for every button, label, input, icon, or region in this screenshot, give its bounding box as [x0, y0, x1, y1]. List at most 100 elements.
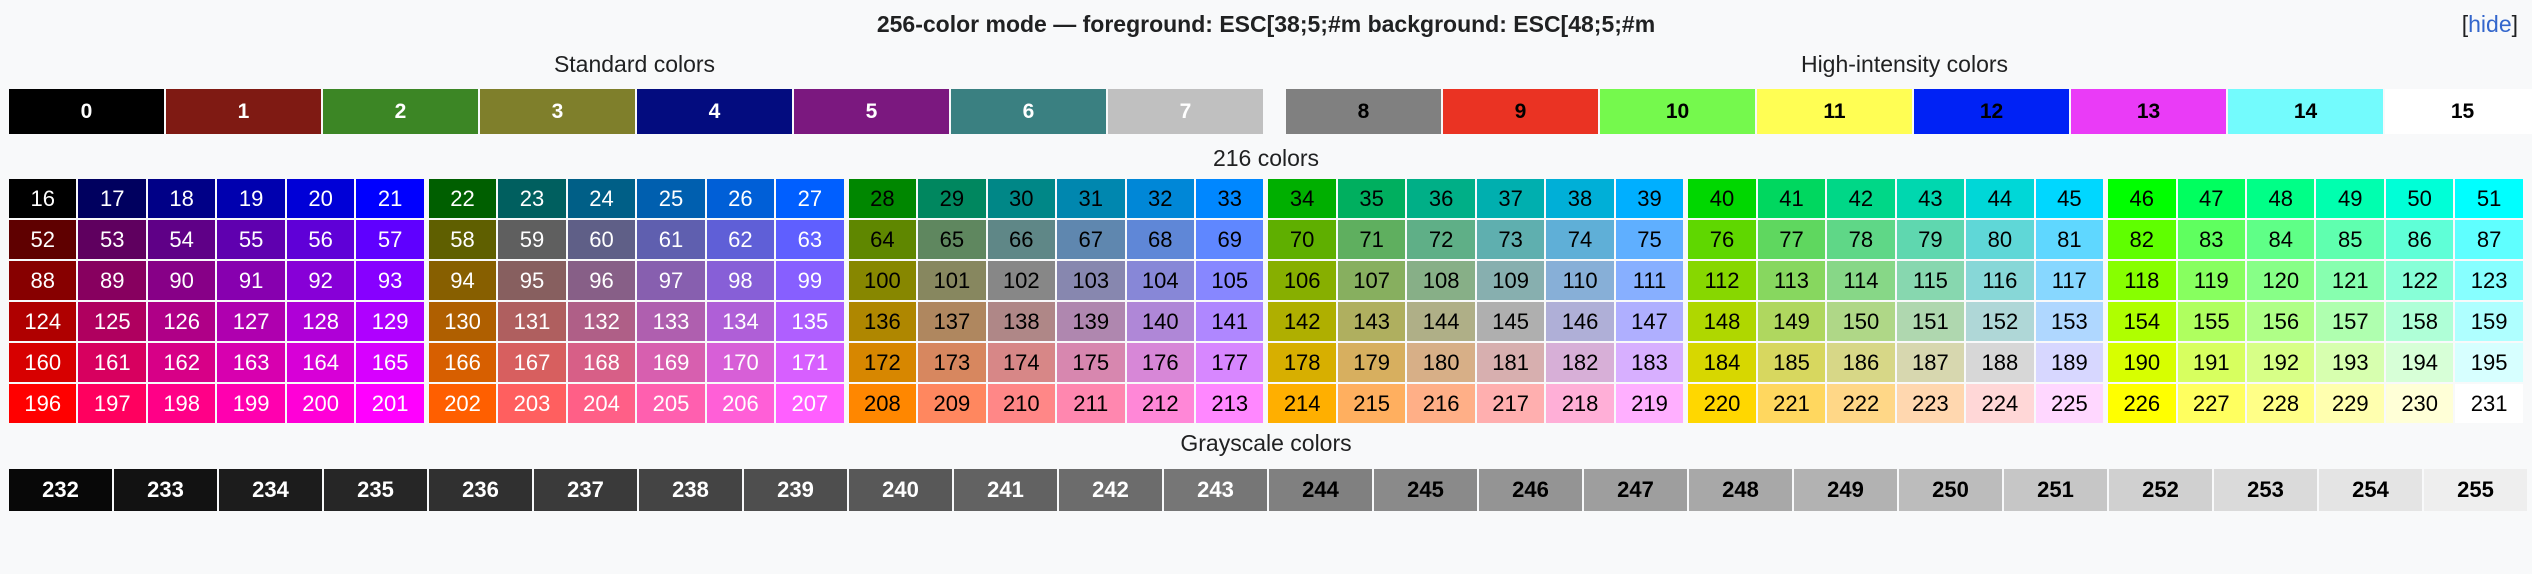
color-swatch-226: 226 — [2108, 384, 2176, 423]
color-swatch-141: 141 — [1195, 302, 1264, 341]
color-swatch-174: 174 — [987, 343, 1056, 382]
hide-link[interactable]: hide — [2468, 11, 2512, 37]
color-swatch-254: 254 — [2319, 469, 2422, 511]
color-swatch-198: 198 — [147, 384, 216, 423]
color-swatch-218: 218 — [1546, 384, 1614, 423]
color-swatch-10: 10 — [1600, 89, 1755, 134]
color-swatch-150: 150 — [1827, 302, 1895, 341]
color-swatch-110: 110 — [1546, 261, 1614, 300]
cube-row: 16 17 18 19 20 21 22 23 24 25 26 27 28 29 30 31 32 33 34 35… — [9, 179, 2523, 218]
color-swatch-246: 246 — [1479, 469, 1582, 511]
color-swatch-223: 223 — [1896, 384, 1965, 423]
color-swatch-209: 209 — [918, 384, 986, 423]
color-swatch-46: 46 — [2108, 179, 2176, 218]
color-swatch-217: 217 — [1476, 384, 1545, 423]
color-swatch-129: 129 — [356, 302, 424, 341]
color-swatch-208: 208 — [848, 384, 917, 423]
color-swatch-225: 225 — [2035, 384, 2104, 423]
color-swatch-124: 124 — [9, 302, 77, 341]
color-swatch-148: 148 — [1688, 302, 1756, 341]
color-swatch-200: 200 — [286, 384, 355, 423]
color-swatch-64: 64 — [848, 220, 917, 259]
color-swatch-56: 56 — [286, 220, 355, 259]
color-swatch-44: 44 — [1966, 179, 2034, 218]
color-swatch-87: 87 — [2455, 220, 2523, 259]
color-swatch-42: 42 — [1827, 179, 1895, 218]
color-swatch-211: 211 — [1057, 384, 1125, 423]
color-swatch-47: 47 — [2177, 179, 2245, 218]
color-swatch-77: 77 — [1757, 220, 1826, 259]
color-swatch-238: 238 — [639, 469, 742, 511]
color-swatch-90: 90 — [147, 261, 216, 300]
color-swatch-231: 231 — [2455, 384, 2523, 423]
color-swatch-26: 26 — [706, 179, 775, 218]
color-swatch-135: 135 — [776, 302, 844, 341]
hide-toggle[interactable]: [hide] — [2462, 10, 2518, 38]
color-swatch-224: 224 — [1966, 384, 2034, 423]
color-swatch-49: 49 — [2316, 179, 2384, 218]
color-swatch-255: 255 — [2424, 469, 2527, 511]
cube-colors-caption: 216 colors — [1212, 145, 1320, 171]
color-swatch-222: 222 — [1827, 384, 1895, 423]
color-swatch-164: 164 — [286, 343, 355, 382]
color-swatch-249: 249 — [1794, 469, 1897, 511]
color-swatch-191: 191 — [2177, 343, 2245, 382]
color-swatch-36: 36 — [1407, 179, 1475, 218]
color-swatch-60: 60 — [567, 220, 636, 259]
color-swatch-1: 1 — [166, 89, 321, 134]
color-swatch-251: 251 — [2004, 469, 2107, 511]
color-swatch-132: 132 — [567, 302, 636, 341]
color-swatch-106: 106 — [1268, 261, 1336, 300]
color-swatch-17: 17 — [78, 179, 146, 218]
color-swatch-116: 116 — [1966, 261, 2034, 300]
color-swatch-22: 22 — [428, 179, 497, 218]
color-swatch-100: 100 — [848, 261, 917, 300]
color-swatch-28: 28 — [848, 179, 917, 218]
color-swatch-149: 149 — [1757, 302, 1826, 341]
color-swatch-38: 38 — [1546, 179, 1614, 218]
color-swatch-62: 62 — [706, 220, 775, 259]
color-swatch-82: 82 — [2108, 220, 2176, 259]
color-swatch-253: 253 — [2214, 469, 2317, 511]
color-swatch-185: 185 — [1757, 343, 1826, 382]
color-swatch-142: 142 — [1268, 302, 1336, 341]
color-swatch-37: 37 — [1476, 179, 1545, 218]
color-swatch-76: 76 — [1688, 220, 1756, 259]
color-swatch-176: 176 — [1126, 343, 1194, 382]
color-swatch-155: 155 — [2177, 302, 2245, 341]
color-swatch-228: 228 — [2247, 384, 2315, 423]
cube-row: 52 53 54 55 56 57 58 59 60 61 62 63 64 65 66 67 68 69 70 71… — [9, 220, 2523, 259]
color-swatch-177: 177 — [1195, 343, 1264, 382]
color-swatch-143: 143 — [1337, 302, 1406, 341]
color-swatch-197: 197 — [78, 384, 146, 423]
color-swatch-54: 54 — [147, 220, 216, 259]
color-swatch-170: 170 — [706, 343, 775, 382]
color-swatch-34: 34 — [1268, 179, 1336, 218]
color-swatch-214: 214 — [1268, 384, 1336, 423]
color-swatch-205: 205 — [637, 384, 705, 423]
color-swatch-24: 24 — [567, 179, 636, 218]
color-swatch-134: 134 — [706, 302, 775, 341]
color-swatch-52: 52 — [9, 220, 77, 259]
color-swatch-57: 57 — [356, 220, 424, 259]
color-swatch-242: 242 — [1059, 469, 1162, 511]
color-swatch-5: 5 — [794, 89, 949, 134]
color-swatch-227: 227 — [2177, 384, 2245, 423]
color-swatch-122: 122 — [2385, 261, 2454, 300]
color-swatch-67: 67 — [1057, 220, 1125, 259]
color-swatch-13: 13 — [2071, 89, 2226, 134]
color-swatch-97: 97 — [637, 261, 705, 300]
color-swatch-105: 105 — [1195, 261, 1264, 300]
color-swatch-219: 219 — [1615, 384, 1684, 423]
color-swatch-152: 152 — [1966, 302, 2034, 341]
color-swatch-156: 156 — [2247, 302, 2315, 341]
color-swatch-236: 236 — [429, 469, 532, 511]
color-swatch-81: 81 — [2035, 220, 2104, 259]
color-swatch-95: 95 — [498, 261, 566, 300]
color-swatch-48: 48 — [2247, 179, 2315, 218]
color-swatch-98: 98 — [706, 261, 775, 300]
color-swatch-121: 121 — [2316, 261, 2384, 300]
color-swatch-230: 230 — [2385, 384, 2454, 423]
color-swatch-163: 163 — [217, 343, 285, 382]
